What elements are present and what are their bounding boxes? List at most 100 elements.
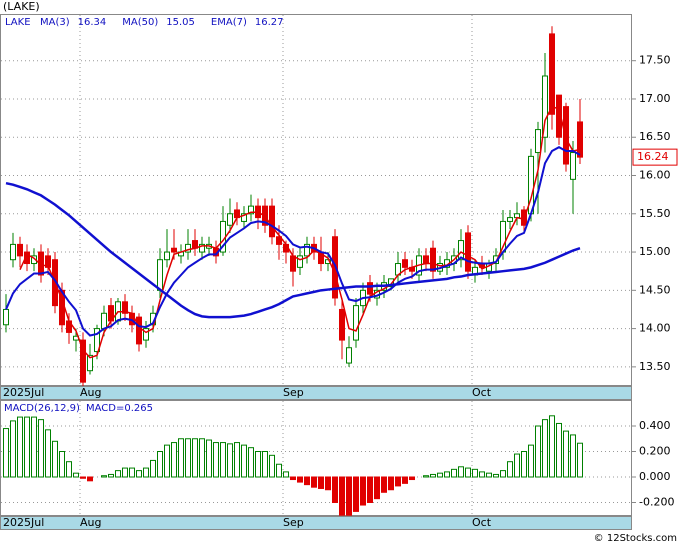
candle-body	[248, 205, 254, 215]
macd-bar	[73, 472, 79, 478]
candle-body	[402, 259, 408, 268]
macd-bar	[549, 415, 555, 478]
macd-bar	[241, 444, 247, 478]
candle-body	[507, 217, 513, 222]
macd-bar	[395, 476, 401, 487]
macd-bar	[493, 473, 499, 478]
candle-body	[122, 301, 128, 314]
legend-label: EMA(7)	[211, 17, 247, 28]
macd-bar	[374, 476, 380, 500]
candle-body	[87, 354, 93, 372]
candle-body	[423, 255, 429, 265]
y-tick-label: 14.50	[639, 283, 671, 296]
ma-line	[19, 105, 581, 359]
y-tick-label: 15.00	[639, 245, 671, 258]
y-tick-label: 17.00	[639, 92, 671, 105]
legend-symbol: LAKE	[5, 17, 31, 28]
candle-body	[535, 129, 541, 154]
macd-bar	[45, 429, 51, 478]
macd-bar	[3, 428, 9, 478]
macd-bar	[52, 440, 58, 478]
macd-bar	[311, 476, 317, 488]
macd-bar	[388, 476, 394, 491]
macd-bar	[276, 463, 282, 478]
y-tick-label: 15.50	[639, 207, 671, 220]
macd-bar	[339, 476, 345, 516]
candle-body	[297, 255, 303, 268]
macd-bar	[514, 453, 520, 478]
candle-body	[136, 316, 142, 345]
candle-body	[290, 255, 296, 272]
macd-bar	[269, 454, 275, 478]
macd-bar	[353, 476, 359, 512]
macd-bar	[542, 419, 548, 478]
macd-bar	[262, 450, 268, 478]
x-tick-label: Oct	[472, 386, 492, 399]
macd-bar	[192, 438, 198, 478]
macd-bar	[479, 471, 485, 478]
macd-bar	[465, 467, 471, 478]
macd-bar	[136, 470, 142, 478]
macd-bar	[472, 468, 478, 478]
macd-title: MACD(26,12,9)	[4, 403, 80, 414]
candle-body	[458, 240, 464, 261]
candle-body	[367, 282, 373, 295]
macd-bar	[304, 476, 310, 486]
macd-bar	[563, 430, 569, 478]
candle-body	[241, 213, 247, 222]
candle-body	[549, 33, 555, 115]
macd-bar	[115, 470, 121, 478]
macd-bar	[87, 476, 93, 482]
macd-bar	[248, 447, 254, 478]
macd-bar	[556, 422, 562, 478]
y-tick-label: 13.50	[639, 360, 671, 373]
macd-bar	[24, 416, 30, 478]
macd-bar	[325, 476, 331, 491]
macd-bar	[381, 476, 387, 493]
legend-value: 16.27	[255, 17, 284, 28]
macd-bar	[332, 476, 338, 503]
y-tick-label: 16.50	[639, 130, 671, 143]
macd-bar	[570, 434, 576, 478]
candle-body	[185, 243, 191, 253]
candle-body	[10, 243, 16, 261]
credit: © 12Stocks.com	[594, 533, 677, 544]
candle-body	[3, 308, 9, 326]
macd-bar	[129, 467, 135, 478]
candle-body	[269, 205, 275, 238]
x-tick-label: Sep	[283, 516, 304, 529]
macd-bar	[10, 420, 16, 478]
price-tag	[632, 148, 678, 166]
macd-bar	[486, 472, 492, 478]
candle-body	[353, 305, 359, 341]
macd-bar	[367, 476, 373, 503]
macd-bar	[157, 450, 163, 478]
x-tick-label: 2025Jul	[3, 386, 44, 399]
macd-bar	[150, 459, 156, 478]
candle-body	[465, 232, 471, 272]
date-band	[0, 386, 632, 400]
macd-bar	[122, 467, 128, 478]
y-tick-label: 0.000	[639, 470, 671, 483]
macd-bar	[521, 450, 527, 478]
macd-bar	[164, 444, 170, 478]
macd-bar	[234, 442, 240, 478]
candle-body	[339, 308, 345, 341]
candle-body	[577, 121, 583, 158]
y-tick-label: 0.200	[639, 444, 671, 457]
candle-body	[24, 251, 30, 265]
macd-bar	[437, 472, 443, 478]
chart-title: (LAKE)	[3, 0, 40, 13]
ma-line	[5, 146, 581, 337]
macd-bar	[507, 461, 513, 478]
candle-body	[157, 259, 163, 291]
macd-bar	[297, 476, 303, 483]
macd-bar	[577, 442, 583, 478]
candle-body	[80, 339, 86, 383]
y-tick-label: 17.50	[639, 54, 671, 67]
macd-bar	[528, 444, 534, 478]
legend-label: MA(3)	[40, 17, 70, 28]
candle-body	[171, 247, 177, 253]
macd-bar	[458, 466, 464, 478]
